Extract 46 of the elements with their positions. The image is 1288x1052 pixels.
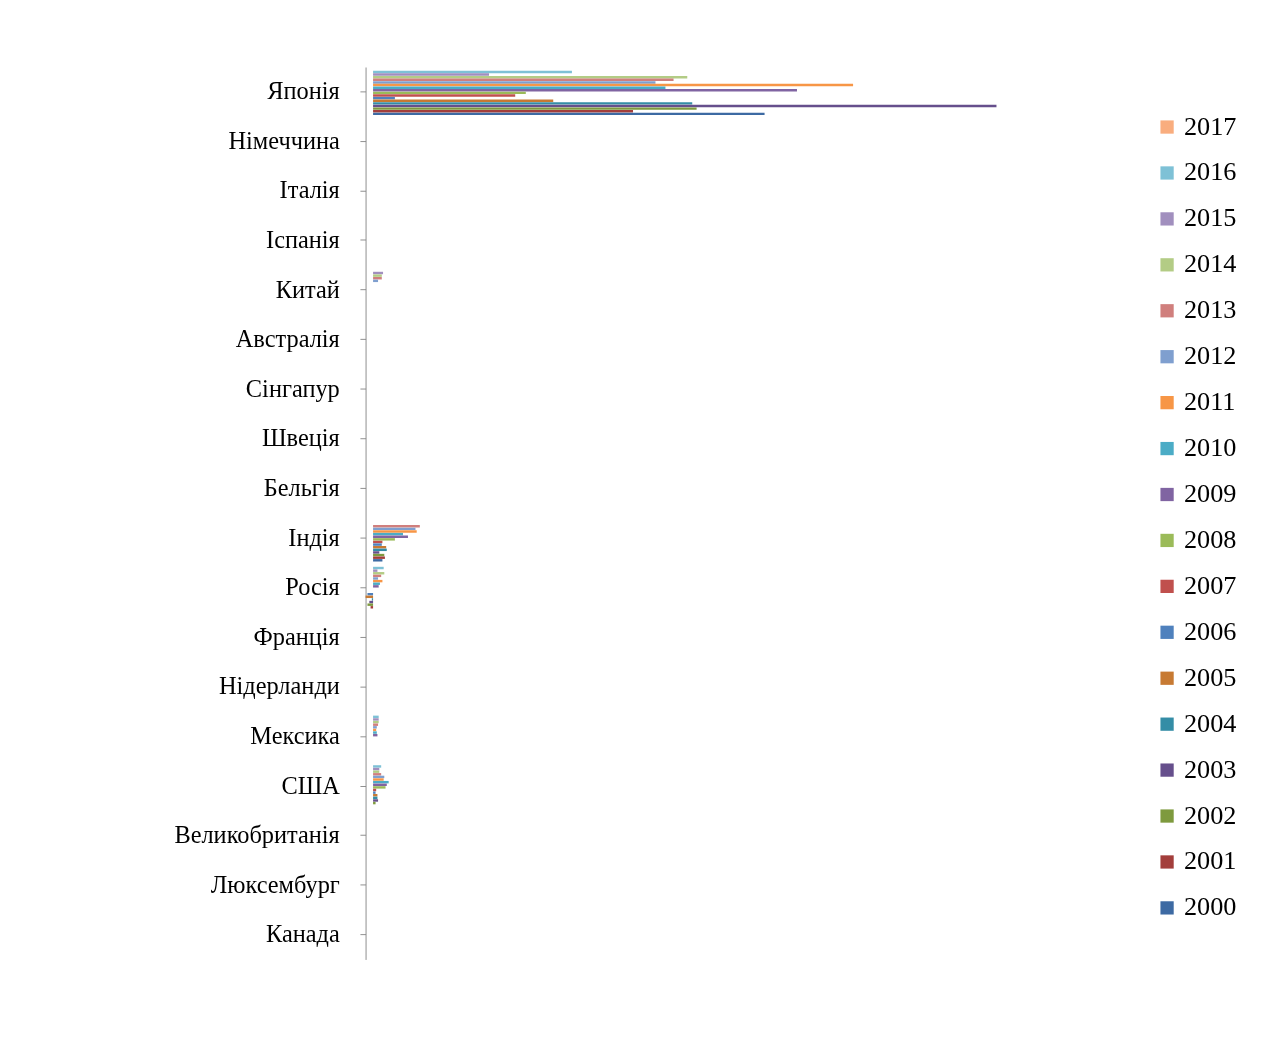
y-tick-label: Сінгапур bbox=[245, 374, 340, 402]
y-tick-label: Великобританія bbox=[174, 821, 340, 849]
y-tick-label: Індія bbox=[288, 523, 340, 551]
legend-label: 2007 bbox=[1183, 570, 1237, 600]
legend-label: 2015 bbox=[1183, 203, 1237, 233]
bar bbox=[373, 569, 378, 572]
bar bbox=[373, 107, 697, 110]
bar bbox=[373, 102, 693, 105]
y-tick-label: Бельгія bbox=[263, 473, 340, 501]
legend-label: 2004 bbox=[1183, 708, 1237, 738]
legend-label: 2000 bbox=[1183, 892, 1237, 922]
y-tick-label: Канада bbox=[266, 920, 340, 948]
bar bbox=[373, 86, 666, 89]
legend-label: 2014 bbox=[1183, 249, 1237, 279]
legend-label: 2001 bbox=[1183, 846, 1237, 876]
y-tick-label: Нідерланди bbox=[218, 672, 340, 700]
legend-label: 2017 bbox=[1183, 111, 1237, 141]
y-tick-label: Австралія bbox=[235, 325, 340, 353]
y-tick-label: Китай bbox=[275, 275, 340, 303]
y-tick-label: США bbox=[281, 771, 341, 799]
legend-label: 2011 bbox=[1183, 387, 1236, 417]
bar bbox=[373, 89, 797, 92]
y-tick-label: Швеція bbox=[262, 424, 340, 452]
legend-label: 2006 bbox=[1183, 616, 1237, 646]
legend-label: 2009 bbox=[1183, 479, 1237, 508]
legend-label: 2012 bbox=[1183, 341, 1237, 371]
bar bbox=[373, 538, 395, 541]
y-tick-label: Італія bbox=[279, 176, 340, 204]
bar bbox=[373, 73, 490, 76]
legend-label: 2008 bbox=[1183, 524, 1237, 554]
y-tick-label: Іспанія bbox=[266, 225, 340, 253]
bar bbox=[373, 81, 656, 84]
legend-label: 2005 bbox=[1183, 662, 1237, 692]
y-tick-label: Мексика bbox=[250, 721, 340, 749]
legend-label: 2003 bbox=[1183, 754, 1237, 784]
legend-label: 2013 bbox=[1183, 295, 1237, 325]
y-tick-label: Франція bbox=[253, 622, 340, 650]
legend-label: 2002 bbox=[1183, 800, 1237, 830]
legend-label: 2010 bbox=[1183, 433, 1237, 463]
bar bbox=[373, 94, 516, 97]
y-tick-label: Німеччина bbox=[228, 126, 340, 154]
y-tick-label: Японія bbox=[267, 77, 340, 105]
y-tick-label: Люксембург bbox=[210, 870, 340, 898]
bar bbox=[373, 551, 380, 554]
legend-label: 2016 bbox=[1183, 157, 1237, 187]
y-tick-label: Росія bbox=[285, 573, 340, 601]
